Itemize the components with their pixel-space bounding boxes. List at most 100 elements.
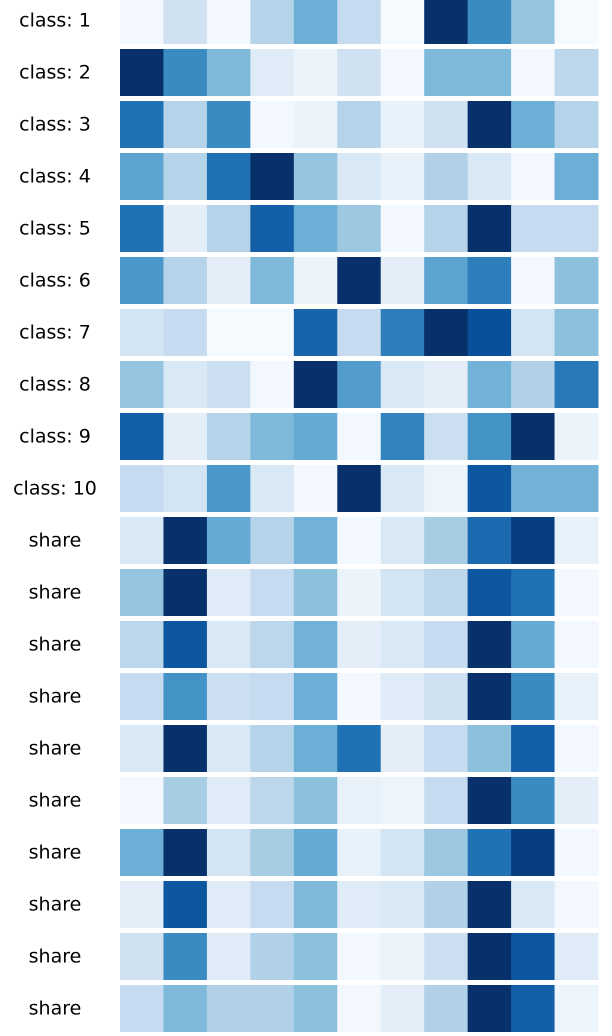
row-label: share: [29, 738, 82, 760]
heatmap-cell: [250, 621, 295, 668]
heatmap-cell: [380, 829, 425, 876]
heatmap-cell: [120, 569, 164, 616]
heatmap-cell: [511, 361, 556, 408]
heatmap-cell: [206, 413, 251, 460]
heatmap-cell: [206, 673, 251, 720]
heatmap-cell: [163, 933, 208, 980]
heatmap-cell: [120, 985, 164, 1032]
heatmap-cell: [554, 673, 599, 720]
heatmap-cell: [163, 985, 208, 1032]
heatmap-cell: [467, 361, 512, 408]
heatmap-cell: [554, 101, 599, 148]
heatmap-cell: [337, 569, 382, 616]
heatmap-cell: [467, 205, 512, 252]
heatmap-cell: [467, 465, 512, 512]
heatmap-cell: [380, 881, 425, 928]
heatmap-cell: [554, 569, 599, 616]
heatmap-cell: [424, 309, 469, 356]
heatmap-cell: [163, 413, 208, 460]
row-label: share: [29, 582, 82, 604]
heatmap-cell: [380, 569, 425, 616]
heatmap-cell: [337, 933, 382, 980]
heatmap-cell: [424, 257, 469, 304]
heatmap-cell: [120, 933, 164, 980]
heatmap-cell: [206, 933, 251, 980]
heatmap-cell: [120, 777, 164, 824]
heatmap-cell: [467, 257, 512, 304]
heatmap-cell: [163, 621, 208, 668]
heatmap-cell: [511, 101, 556, 148]
heatmap-cell: [250, 361, 295, 408]
heatmap-cell: [250, 517, 295, 564]
heatmap-cell: [250, 881, 295, 928]
heatmap-cell: [337, 465, 382, 512]
heatmap-cell: [293, 205, 338, 252]
row-label: class: 6: [19, 270, 91, 292]
heatmap-cell: [293, 569, 338, 616]
heatmap-cell: [554, 621, 599, 668]
heatmap-cell: [206, 777, 251, 824]
heatmap-cell: [293, 829, 338, 876]
heatmap-cell: [293, 413, 338, 460]
heatmap-cell: [511, 673, 556, 720]
heatmap-cell: [120, 101, 164, 148]
row-label: share: [29, 842, 82, 864]
heatmap-cell: [424, 621, 469, 668]
heatmap-cell: [467, 673, 512, 720]
heatmap-cell: [250, 933, 295, 980]
heatmap-cell: [511, 517, 556, 564]
heatmap-cell: [337, 101, 382, 148]
row-label: class: 4: [19, 166, 91, 188]
heatmap-cell: [511, 413, 556, 460]
heatmap-cell: [424, 673, 469, 720]
heatmap-cell: [293, 465, 338, 512]
heatmap-cell: [511, 309, 556, 356]
heatmap-cell: [511, 881, 556, 928]
heatmap-cell: [120, 153, 164, 200]
heatmap-cell: [337, 205, 382, 252]
heatmap-cell: [511, 829, 556, 876]
heatmap-cell: [380, 309, 425, 356]
heatmap-cell: [293, 309, 338, 356]
heatmap-cell: [120, 205, 164, 252]
heatmap-cell: [511, 205, 556, 252]
heatmap-cell: [554, 985, 599, 1032]
heatmap-cell: [293, 101, 338, 148]
heatmap-cell: [380, 257, 425, 304]
heatmap-cell: [206, 309, 251, 356]
heatmap-cell: [511, 985, 556, 1032]
heatmap-cell: [163, 205, 208, 252]
heatmap-cell: [163, 881, 208, 928]
heatmap-cell: [424, 0, 469, 44]
heatmap-cell: [424, 985, 469, 1032]
heatmap-cell: [293, 0, 338, 44]
heatmap-cell: [206, 569, 251, 616]
heatmap-cell: [554, 205, 599, 252]
heatmap-cell: [250, 777, 295, 824]
heatmap-cell: [250, 725, 295, 772]
heatmap-cell: [380, 153, 425, 200]
heatmap-cell: [206, 881, 251, 928]
heatmap-cell: [206, 465, 251, 512]
heatmap-cell: [250, 985, 295, 1032]
heatmap-cell: [293, 361, 338, 408]
heatmap-cell: [120, 725, 164, 772]
row-label: class: 9: [19, 426, 91, 448]
heatmap-cell: [206, 829, 251, 876]
heatmap-cell: [554, 829, 599, 876]
row-label: class: 8: [19, 374, 91, 396]
heatmap-cell: [293, 985, 338, 1032]
heatmap-cell: [293, 673, 338, 720]
heatmap-cell: [120, 621, 164, 668]
heatmap-cell: [380, 49, 425, 96]
heatmap-cell: [467, 413, 512, 460]
heatmap-cell: [206, 101, 251, 148]
heatmap-cell: [120, 465, 164, 512]
heatmap-cell: [554, 465, 599, 512]
heatmap-cell: [554, 777, 599, 824]
heatmap-cell: [511, 0, 556, 44]
heatmap-cell: [337, 673, 382, 720]
row-label: class: 5: [19, 218, 91, 240]
heatmap-cell: [120, 361, 164, 408]
heatmap-cell: [250, 205, 295, 252]
